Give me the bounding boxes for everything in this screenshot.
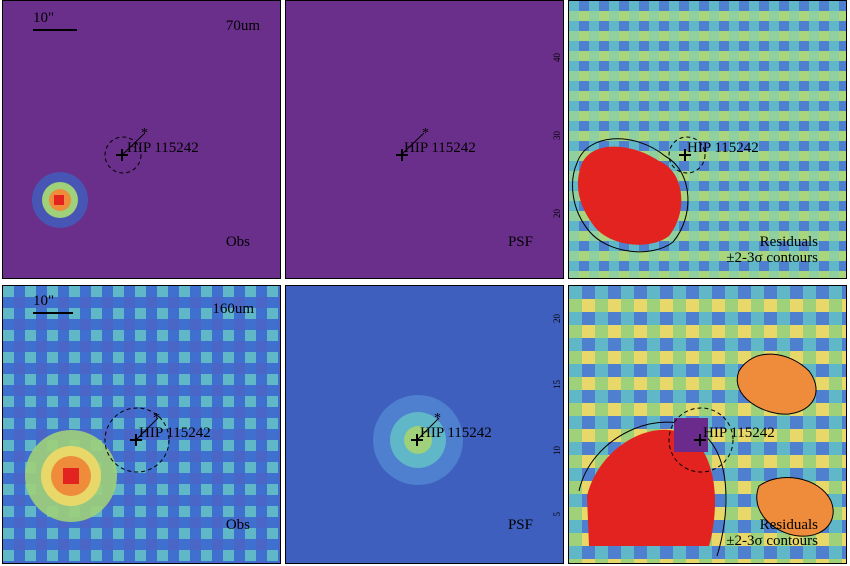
- band-label-70um: 70um: [225, 18, 260, 34]
- panel-obs-160um: * 10" 160um HIP 115242 Obs: [2, 285, 281, 564]
- panel-caption-contours: ±2-3σ contours: [726, 533, 818, 549]
- panel-psf-70um: * 40 30 20 HIP 115242 PSF: [285, 0, 564, 279]
- star-name-label: HIP 115242: [127, 140, 199, 156]
- star-name-label: HIP 115242: [703, 425, 775, 441]
- panel-residuals-160um: HIP 115242 Residuals ±2-3σ contours: [568, 285, 847, 564]
- star-name-label: HIP 115242: [139, 425, 211, 441]
- svg-text:10: 10: [552, 446, 562, 456]
- svg-text:*: *: [434, 411, 441, 426]
- svg-text:*: *: [422, 126, 429, 141]
- scale-bar-label: 10": [33, 10, 55, 26]
- star-name-label: HIP 115242: [687, 140, 759, 156]
- svg-text:40: 40: [552, 53, 562, 63]
- image-obs-70um: *: [3, 1, 280, 278]
- svg-text:15: 15: [552, 380, 562, 390]
- panel-residuals-70um: HIP 115242 Residuals ±2-3σ contours: [568, 0, 847, 279]
- panel-caption-residuals: Residuals: [759, 517, 818, 533]
- panel-caption-contours: ±2-3σ contours: [726, 250, 818, 266]
- svg-text:30: 30: [552, 131, 562, 141]
- panel-caption-psf: PSF: [507, 234, 533, 250]
- panel-caption-psf: PSF: [507, 517, 533, 533]
- image-psf-70um: * 40 30 20: [286, 1, 563, 278]
- panel-psf-160um: * 20 15 10 5 HIP 115242 PSF: [285, 285, 564, 564]
- svg-text:*: *: [141, 126, 148, 141]
- svg-text:*: *: [153, 411, 160, 426]
- band-label-160um: 160um: [212, 301, 254, 317]
- star-name-label: HIP 115242: [420, 425, 492, 441]
- svg-text:5: 5: [552, 512, 562, 517]
- image-psf-160um: * 20 15 10 5: [286, 286, 563, 563]
- panel-caption-obs: Obs: [225, 234, 250, 250]
- scale-bar-label: 10": [33, 293, 55, 309]
- image-residuals-160um: [569, 286, 846, 563]
- svg-text:20: 20: [552, 209, 562, 219]
- svg-text:20: 20: [552, 314, 562, 324]
- star-name-label: HIP 115242: [404, 140, 476, 156]
- panel-caption-residuals: Residuals: [759, 234, 818, 250]
- image-residuals-70um: [569, 1, 846, 278]
- panel-obs-70um: * 10" 70um HIP 115242 Obs: [2, 0, 281, 279]
- panel-caption-obs: Obs: [225, 517, 250, 533]
- image-obs-160um: *: [3, 286, 280, 563]
